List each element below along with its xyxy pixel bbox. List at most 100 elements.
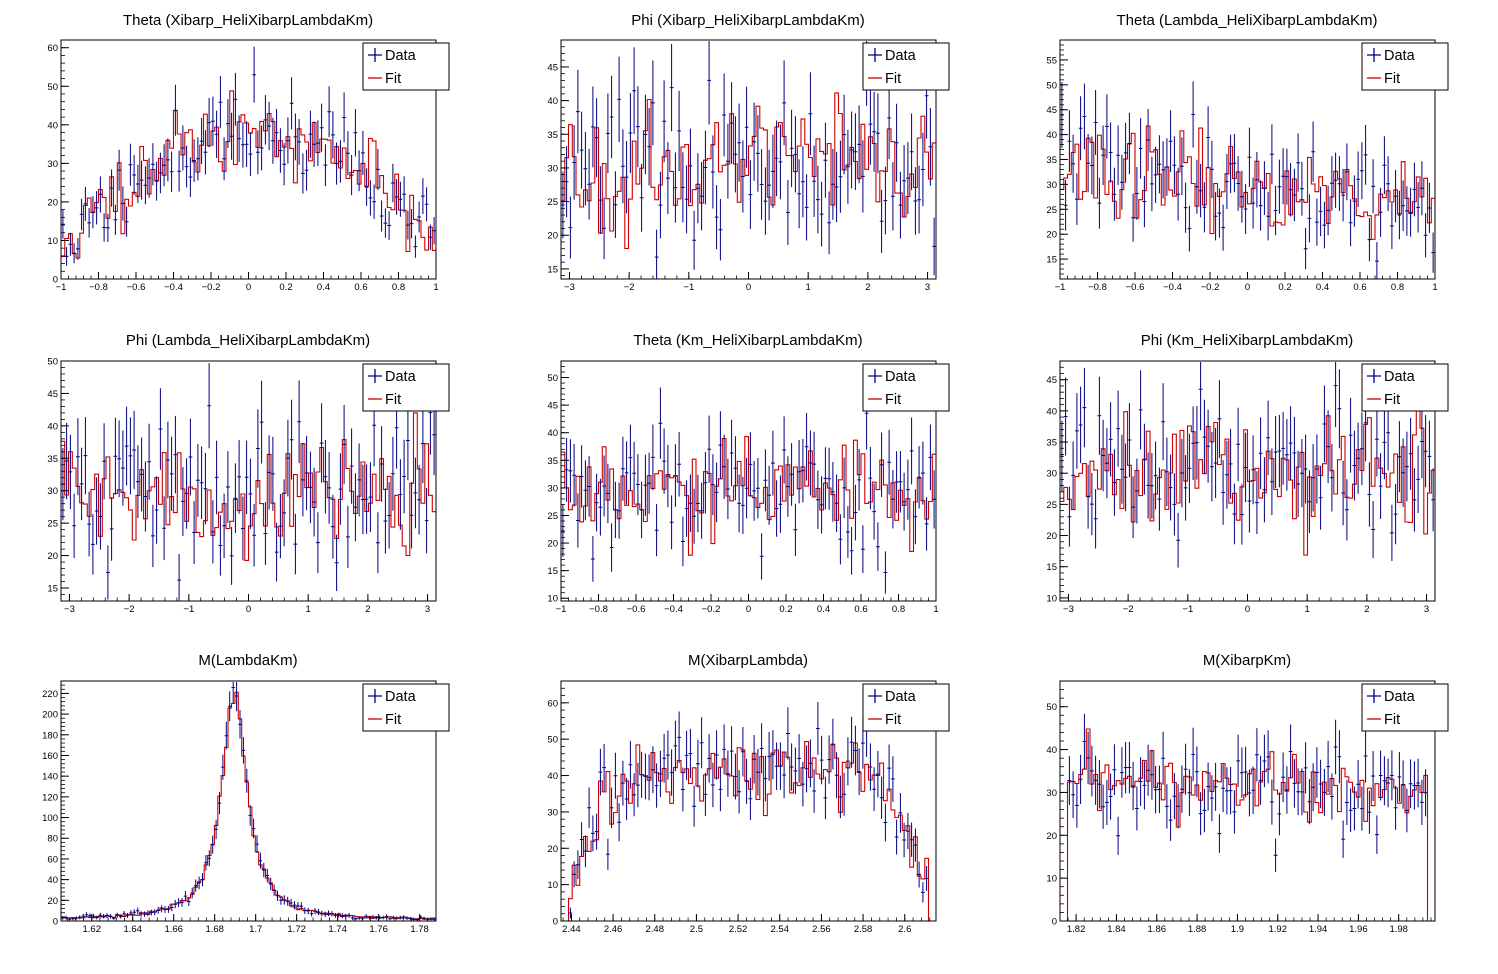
y-tick-label: 20 <box>547 231 558 242</box>
data-point <box>906 813 910 850</box>
data-point <box>609 787 614 829</box>
data-point <box>1082 367 1087 448</box>
data-point <box>718 767 723 812</box>
data-point <box>1120 154 1124 210</box>
data-point <box>188 157 193 197</box>
x-tick-label: 1.82 <box>1067 924 1086 935</box>
data-point <box>1228 766 1233 815</box>
chart-panel-8: M(XibarpLambda) 2.44 2.46 2.48 2.5 2.52 2.54 2.… <box>547 652 950 935</box>
x-tick-label: 1.9 <box>1231 924 1244 935</box>
data-point <box>831 718 835 770</box>
data-point <box>1258 180 1263 231</box>
data-point <box>1180 438 1184 508</box>
data-point <box>122 911 126 917</box>
data-point <box>278 128 283 173</box>
data-point <box>272 884 276 896</box>
data-point <box>214 440 219 515</box>
data-point <box>598 478 603 536</box>
data-point <box>113 204 118 235</box>
data-point <box>1168 110 1173 173</box>
data-point <box>872 483 876 540</box>
data-point <box>1093 90 1098 155</box>
y-tick-label: 20 <box>47 197 58 208</box>
data-point <box>222 137 226 181</box>
data-point <box>1255 471 1259 534</box>
x-tick-label: 1.64 <box>123 924 142 935</box>
data-point <box>684 165 689 234</box>
x-tick-label: −0.2 <box>1201 282 1220 293</box>
legend-data-marker <box>1367 369 1381 383</box>
data-point <box>258 852 263 869</box>
data-point <box>801 761 805 807</box>
data-point <box>1221 204 1225 251</box>
chart-title: Phi (Lambda_HeliXibarpLambdaKm) <box>126 332 370 349</box>
data-point <box>909 822 914 857</box>
data-point <box>756 115 760 192</box>
data-point <box>666 142 670 214</box>
data-point <box>68 434 73 510</box>
data-point <box>1176 167 1180 221</box>
x-tick-label: 2.52 <box>729 924 748 935</box>
data-point <box>1120 747 1124 798</box>
data-point <box>357 916 361 920</box>
data-point <box>1176 784 1180 829</box>
data-point <box>733 753 738 800</box>
data-point <box>115 912 119 918</box>
data-point <box>263 502 268 565</box>
data-point <box>1378 453 1383 519</box>
data-point <box>181 466 185 536</box>
data-point <box>1330 156 1334 211</box>
data-point <box>1236 407 1240 481</box>
data-point <box>372 184 376 219</box>
data-point <box>808 739 813 788</box>
y-tick-label: 25 <box>47 519 58 530</box>
data-point <box>857 105 861 184</box>
data-point <box>1363 729 1368 783</box>
data-point <box>1071 771 1075 818</box>
data-point <box>1318 759 1323 809</box>
chart-panel-7: M(LambdaKm) 1.62 1.64 1.66 1.68 1.7 1.72 1.74 1.… <box>42 652 450 935</box>
y-tick-label: 10 <box>1046 874 1057 885</box>
data-point <box>673 152 678 223</box>
legend-fit-label: Fit <box>385 392 401 408</box>
y-tick-label: 60 <box>547 698 558 709</box>
data-point <box>1318 186 1323 237</box>
data-point <box>654 763 659 808</box>
data-point <box>804 413 809 481</box>
data-point <box>398 915 402 920</box>
x-tick-label: 1 <box>1432 282 1437 293</box>
data-point <box>1168 454 1173 521</box>
data-point <box>1311 763 1315 812</box>
data-point <box>688 474 693 533</box>
data-point <box>192 501 196 564</box>
data-point <box>587 148 591 220</box>
data-point <box>196 137 200 181</box>
legend-data-marker <box>368 369 382 383</box>
data-point <box>422 916 426 920</box>
data-point <box>624 777 629 821</box>
data-point <box>1348 788 1353 832</box>
y-tick-label: 35 <box>547 456 558 467</box>
data-point <box>245 768 249 793</box>
y-tick-label: 25 <box>547 511 558 522</box>
data-point <box>1337 730 1342 784</box>
data-point <box>647 107 651 186</box>
data-point <box>406 400 410 481</box>
data-point <box>1420 161 1424 216</box>
x-tick-label: 0.8 <box>1391 282 1404 293</box>
data-point <box>409 482 414 549</box>
data-point <box>278 494 283 559</box>
y-tick-label: 40 <box>47 875 58 886</box>
data-point <box>733 116 738 193</box>
data-point <box>76 238 80 260</box>
data-point <box>255 835 259 853</box>
data-point <box>684 730 689 780</box>
data-point <box>636 762 640 808</box>
data-point <box>1345 779 1349 825</box>
legend-fit-label: Fit <box>885 712 901 728</box>
y-tick-label: 160 <box>42 751 58 762</box>
data-point <box>166 138 170 182</box>
data-point <box>1131 476 1135 538</box>
data-point <box>714 462 719 523</box>
data-point <box>402 439 406 514</box>
